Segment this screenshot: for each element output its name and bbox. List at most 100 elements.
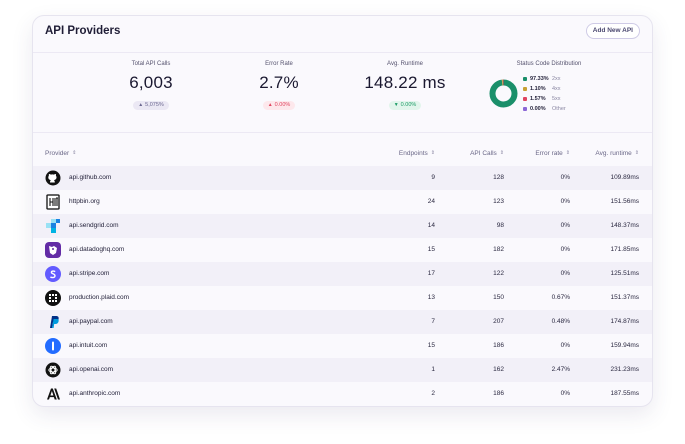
api-calls-cell: 186	[493, 342, 504, 349]
sort-icon: ⇕	[634, 150, 639, 156]
legend-item: 1.10% 4xx	[523, 84, 609, 94]
paypal-icon	[45, 314, 61, 330]
intuit-icon	[45, 338, 61, 354]
stat-delta-badge: ▲ 5,075%	[133, 101, 169, 110]
triangle-up-icon: ▲	[138, 102, 144, 108]
table-row[interactable]: api.datadoghq.com 15 182 0% 171.85ms	[33, 238, 652, 262]
endpoints-cell: 13	[427, 294, 435, 301]
avg-runtime-cell: 159.94ms	[610, 342, 639, 349]
stat-label: Status Code Distribution	[516, 61, 582, 67]
stat-delta-badge: ▼ 0.00%	[388, 101, 422, 110]
legend-swatch	[523, 107, 527, 111]
avg-runtime-cell: 109.89ms	[610, 174, 639, 181]
table-row[interactable]: api.github.com 9 128 0% 109.89ms	[33, 166, 652, 190]
error-rate-cell: 0%	[560, 198, 570, 205]
legend-percent: 1.57%	[530, 96, 546, 102]
donut-slice-5xx	[489, 79, 518, 108]
legend-item: 0.00% Other	[523, 104, 609, 114]
api-calls-cell: 207	[493, 318, 504, 325]
api-calls-cell: 122	[493, 270, 504, 277]
table-row[interactable]: api.anthropic.com 2 186 0% 187.55ms	[33, 382, 652, 406]
table-row[interactable]: api.sendgrid.com 14 98 0% 148.37ms	[33, 214, 652, 238]
stat-total-api-calls: Total API Calls 6,003 ▲ 5,075%	[91, 53, 211, 111]
sort-icon: ⇕	[499, 150, 504, 156]
providers-table-body: api.github.com 9 128 0% 109.89ms httpbin.org 2…	[33, 166, 652, 406]
stat-label: Total API Calls	[131, 61, 171, 67]
api-calls-cell: 98	[496, 222, 504, 229]
stat-error-rate: Error Rate 2.7% ▲ 0.00%	[219, 53, 339, 111]
sendgrid-icon	[45, 218, 61, 234]
triangle-down-icon: ▼	[393, 102, 399, 108]
status-donut-chart	[489, 79, 518, 108]
table-row[interactable]: api.openai.com 1 162 2.47% 231.23ms	[33, 358, 652, 382]
provider-name[interactable]: production.plaid.com	[69, 294, 129, 301]
endpoints-cell: 2	[431, 390, 435, 397]
provider-name[interactable]: api.github.com	[69, 174, 112, 181]
sort-icon: ⇕	[430, 150, 435, 156]
table-row[interactable]: api.stripe.com 17 122 0% 125.51ms	[33, 262, 652, 286]
datadog-icon	[45, 242, 61, 258]
column-header-endpoints[interactable]: Endpoints ⇕	[399, 150, 435, 157]
anthropic-icon	[45, 386, 61, 402]
stat-value: 2.7%	[259, 73, 299, 92]
error-rate-cell: 0%	[560, 246, 570, 253]
github-icon	[45, 170, 61, 186]
avg-runtime-cell: 171.85ms	[610, 246, 639, 253]
column-header-error-rate[interactable]: Error rate ⇕	[535, 150, 570, 157]
api-providers-card: API Providers Add New API Total API Call…	[32, 15, 653, 407]
api-calls-cell: 150	[493, 294, 504, 301]
error-rate-cell: 0%	[560, 390, 570, 397]
provider-name[interactable]: api.stripe.com	[69, 270, 110, 277]
avg-runtime-cell: 125.51ms	[610, 270, 639, 277]
legend-label: 4xx	[552, 86, 561, 92]
provider-name[interactable]: api.datadoghq.com	[69, 246, 125, 253]
table-row[interactable]: httpbin.org 24 123 0% 151.56ms	[33, 190, 652, 214]
avg-runtime-cell: 231.23ms	[610, 366, 639, 373]
endpoints-cell: 1	[431, 366, 435, 373]
card-header: API Providers Add New API	[33, 16, 652, 48]
endpoints-cell: 17	[427, 270, 435, 277]
legend-percent: 0.00%	[530, 106, 546, 112]
column-header-label: API Calls	[470, 150, 497, 157]
provider-name[interactable]: api.paypal.com	[69, 318, 113, 325]
api-calls-cell: 186	[493, 390, 504, 397]
endpoints-cell: 15	[427, 246, 435, 253]
stat-delta-value: 0.00%	[400, 102, 417, 108]
page-title: API Providers	[45, 25, 121, 37]
stat-label: Error Rate	[265, 61, 293, 67]
column-header-api-calls[interactable]: API Calls ⇕	[470, 150, 504, 157]
endpoints-cell: 14	[427, 222, 435, 229]
provider-name[interactable]: api.intuit.com	[69, 342, 108, 349]
stat-value: 6,003	[129, 73, 173, 92]
endpoints-cell: 7	[431, 318, 435, 325]
avg-runtime-cell: 148.37ms	[610, 222, 639, 229]
api-calls-cell: 162	[493, 366, 504, 373]
table-row[interactable]: api.paypal.com 7 207 0.48% 174.87ms	[33, 310, 652, 334]
endpoints-cell: 15	[427, 342, 435, 349]
stat-delta-badge: ▲ 0.00%	[262, 101, 296, 110]
provider-name[interactable]: api.openai.com	[69, 366, 114, 373]
provider-name[interactable]: api.sendgrid.com	[69, 222, 119, 229]
column-header-provider[interactable]: Provider ⇕	[45, 150, 76, 157]
column-header-avg-runtime[interactable]: Avg. runtime ⇕	[595, 150, 639, 157]
provider-name[interactable]: api.anthropic.com	[69, 390, 121, 397]
table-row[interactable]: api.intuit.com 15 186 0% 159.94ms	[33, 334, 652, 358]
stat-value: 148.22 ms	[364, 73, 446, 92]
error-rate-cell: 0.48%	[551, 318, 570, 325]
error-rate-cell: 0%	[560, 174, 570, 181]
stripe-icon	[45, 266, 61, 282]
column-header-label: Endpoints	[398, 150, 428, 157]
legend-item: 1.57% 5xx	[523, 94, 609, 104]
legend-swatch	[523, 77, 527, 81]
legend-item: 97.33% 2xx	[523, 74, 609, 84]
error-rate-cell: 0%	[560, 342, 570, 349]
donut-slice-2xx	[489, 79, 518, 108]
api-calls-cell: 128	[493, 174, 504, 181]
table-header: Provider ⇕ Endpoints ⇕ API Calls ⇕ Error ra…	[33, 148, 652, 162]
column-header-label: Error rate	[535, 150, 563, 157]
provider-name[interactable]: httpbin.org	[69, 198, 100, 205]
stat-avg-runtime: Avg. Runtime 148.22 ms ▼ 0.00%	[345, 53, 465, 111]
add-new-api-button[interactable]: Add New API	[585, 23, 640, 39]
table-row[interactable]: production.plaid.com 13 150 0.67% 151.37ms	[33, 286, 652, 310]
endpoints-cell: 24	[427, 198, 435, 205]
